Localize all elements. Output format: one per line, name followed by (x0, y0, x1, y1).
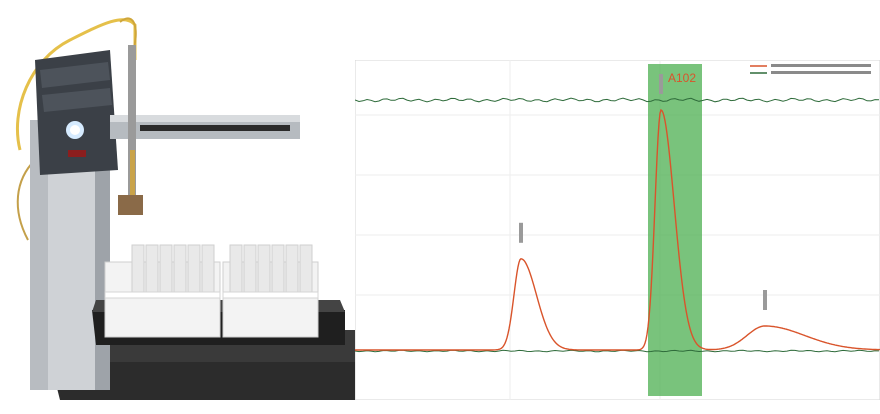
head-badge (68, 150, 86, 157)
highlight-band (648, 64, 702, 396)
legend-entry (771, 64, 871, 67)
baseline-trace-bottom (355, 349, 880, 353)
chromatogram-chart: A102 (355, 60, 880, 400)
peak-tag (659, 74, 663, 94)
tube-rack-left (104, 244, 221, 338)
highlight-label: A102 (668, 71, 696, 85)
peak-tag (763, 290, 767, 310)
chart-legend (750, 64, 871, 74)
peak-tag (519, 222, 523, 243)
legend-entry (771, 71, 871, 74)
tube-rack-right (222, 244, 319, 338)
baseline-trace-top (355, 97, 880, 103)
signal-trace (355, 108, 880, 351)
fraction-collector-image (15, 17, 375, 400)
